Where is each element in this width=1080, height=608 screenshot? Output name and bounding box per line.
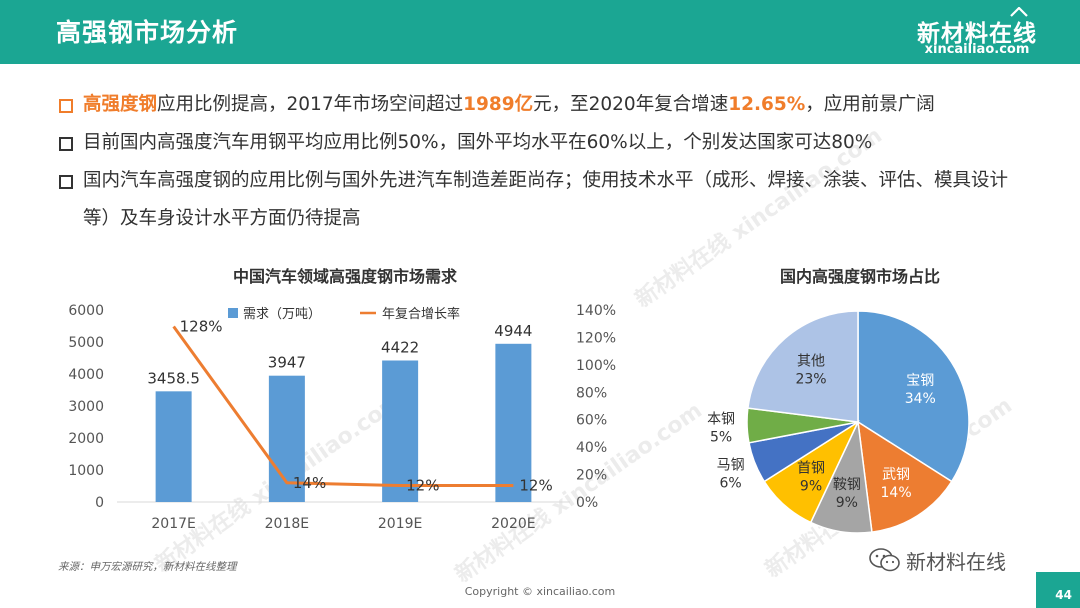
bullet-list: 高强度钢应用比例提高，2017年市场空间超过1989亿元，至2020年复合增速1… <box>57 86 1057 238</box>
bullet-item-2: 目前国内高强度汽车用钢平均应用比例50%，国外平均水平在60%以上，个别发达国家… <box>57 124 1057 162</box>
bar-chart-title: 中国汽车领域高强度钢市场需求 <box>232 267 457 286</box>
header-bar: 高强钢市场分析 新材料在线 xincailiao.com <box>0 0 1080 64</box>
pie-slice-name: 马钢 <box>717 457 745 473</box>
bullet-text-part: 12.65% <box>728 94 806 115</box>
market-share-pie-chart: 宝钢 34% 武钢 14% 鞍钢 9% 首钢 9% 马钢 6% 本钢 5% 其他 23% <box>707 310 970 534</box>
left-tick-label: 1000 <box>68 463 104 479</box>
pie-slice-name: 武钢 <box>882 467 910 483</box>
demand-combo-chart: 0 1000 2000 3000 4000 5000 6000 0% 20% 40% 60% 80%… <box>68 303 616 532</box>
source-note: 来源：申万宏源研究，新材料在线整理 <box>58 561 237 573</box>
bar-value-label: 4422 <box>381 338 419 356</box>
category-label: 2017E <box>151 516 195 532</box>
category-label: 2018E <box>265 516 309 532</box>
right-tick-label: 20% <box>576 468 607 484</box>
bullet-item-1: 高强度钢应用比例提高，2017年市场空间超过1989亿元，至2020年复合增速1… <box>57 86 1057 124</box>
left-tick-label: 3000 <box>68 399 104 415</box>
bullet-text: 目前国内高强度汽车用钢平均应用比例50%，国外平均水平在60%以上，个别发达国家… <box>83 132 873 153</box>
right-tick-label: 40% <box>576 440 607 456</box>
bar-value-label: 4944 <box>494 322 532 340</box>
pie-slice <box>747 310 859 423</box>
right-tick-label: 100% <box>576 358 616 374</box>
brand-logo: 新材料在线 xincailiao.com <box>912 6 1042 60</box>
right-tick-label: 80% <box>576 385 607 401</box>
right-tick-label: 140% <box>576 303 616 319</box>
left-tick-label: 2000 <box>68 431 104 447</box>
right-tick-label: 120% <box>576 330 616 346</box>
right-tick-label: 60% <box>576 413 607 429</box>
category-labels: 2017E 2018E 2019E 2020E <box>151 516 535 532</box>
right-tick-label: 0% <box>576 495 598 511</box>
legend-bar-label: 需求（万吨） <box>243 307 321 322</box>
category-label: 2019E <box>378 516 422 532</box>
bullet-text: 国内汽车高强度钢的应用比例与国外先进汽车制造差距尚存；使用技术水平（成形、焊接、… <box>83 170 1009 229</box>
copyright-text: Copyright © xincailiao.com <box>464 585 616 598</box>
page-number: 44 <box>1055 588 1072 602</box>
bar-value-label: 3458.5 <box>147 369 200 387</box>
line-value-label: 14% <box>293 474 326 492</box>
category-label: 2020E <box>491 516 535 532</box>
left-tick-label: 0 <box>95 495 104 511</box>
pie-slice-percent: 9% <box>800 478 822 494</box>
bullet-text-part: 应用比例提高，2017年市场空间超过 <box>157 94 464 115</box>
pie-slice-percent: 23% <box>795 372 826 388</box>
pie-slice-percent: 5% <box>710 429 732 445</box>
pie-slice-percent: 14% <box>881 485 912 501</box>
left-tick-label: 5000 <box>68 335 104 351</box>
line-value-label: 12% <box>406 477 439 495</box>
pie-slices <box>746 310 970 534</box>
logo-text-en: xincailiao.com <box>924 42 1030 57</box>
wechat-icon <box>869 548 900 572</box>
left-axis: 0 1000 2000 3000 4000 5000 6000 <box>68 303 104 511</box>
line-series <box>172 325 514 488</box>
logo-roof-icon <box>1010 7 1028 17</box>
bar-value-label: 3947 <box>268 354 306 372</box>
pie-slice <box>857 420 953 533</box>
pie-slice-percent: 6% <box>720 475 742 491</box>
pie-slice-percent: 34% <box>905 391 936 407</box>
chart-legend: 需求（万吨） 年复合增长率 <box>228 306 460 322</box>
bar <box>495 343 532 502</box>
bar-data-labels: 3458.5 3947 4422 4944 <box>147 322 532 388</box>
bullet-text-part: 元，至2020年复合增速 <box>533 94 729 115</box>
pie-slice-percent: 9% <box>836 495 858 511</box>
bullet-text-part: ，应用前景广阔 <box>805 94 935 115</box>
bullet-text-part: 1989亿 <box>463 94 534 115</box>
line-value-label: 12% <box>519 477 552 495</box>
bar <box>155 391 192 502</box>
line-data-labels: 128% 14% 12% 12% <box>180 317 553 494</box>
pie-slice-name: 其他 <box>797 354 825 370</box>
pie-slice-name: 宝钢 <box>906 373 934 389</box>
left-tick-label: 4000 <box>68 367 104 383</box>
pie-slice-name: 首钢 <box>797 460 825 476</box>
legend-bar-swatch <box>228 308 238 318</box>
bullet-text-part: 高强度钢 <box>83 94 158 115</box>
bullet-square-icon <box>59 99 73 113</box>
right-axis: 0% 20% 40% 60% 80% 100% 120% 140% <box>576 303 616 511</box>
page-number-badge: 44 <box>1036 572 1080 608</box>
pie-slice-name: 鞍钢 <box>833 477 861 493</box>
pie-slice-name: 本钢 <box>707 411 735 427</box>
growth-line <box>172 325 514 488</box>
pie-labels: 宝钢 34% 武钢 14% 鞍钢 9% 首钢 9% 马钢 6% 本钢 5% 其他 23% <box>707 354 936 511</box>
page-title: 高强钢市场分析 <box>56 18 239 47</box>
bullet-item-3: 国内汽车高强度钢的应用比例与国外先进汽车制造差距尚存；使用技术水平（成形、焊接、… <box>57 162 1033 238</box>
bar-series <box>155 343 532 502</box>
bullet-square-icon <box>59 175 73 189</box>
pie-chart-title: 国内高强度钢市场占比 <box>779 267 940 286</box>
legend-line-label: 年复合增长率 <box>382 306 460 322</box>
bar <box>382 360 419 502</box>
line-value-label: 128% <box>180 317 223 335</box>
wechat-name: 新材料在线 <box>906 550 1006 574</box>
left-tick-label: 6000 <box>68 303 104 319</box>
bullet-square-icon <box>59 137 73 151</box>
logo-text-cn: 新材料在线 <box>917 21 1037 47</box>
